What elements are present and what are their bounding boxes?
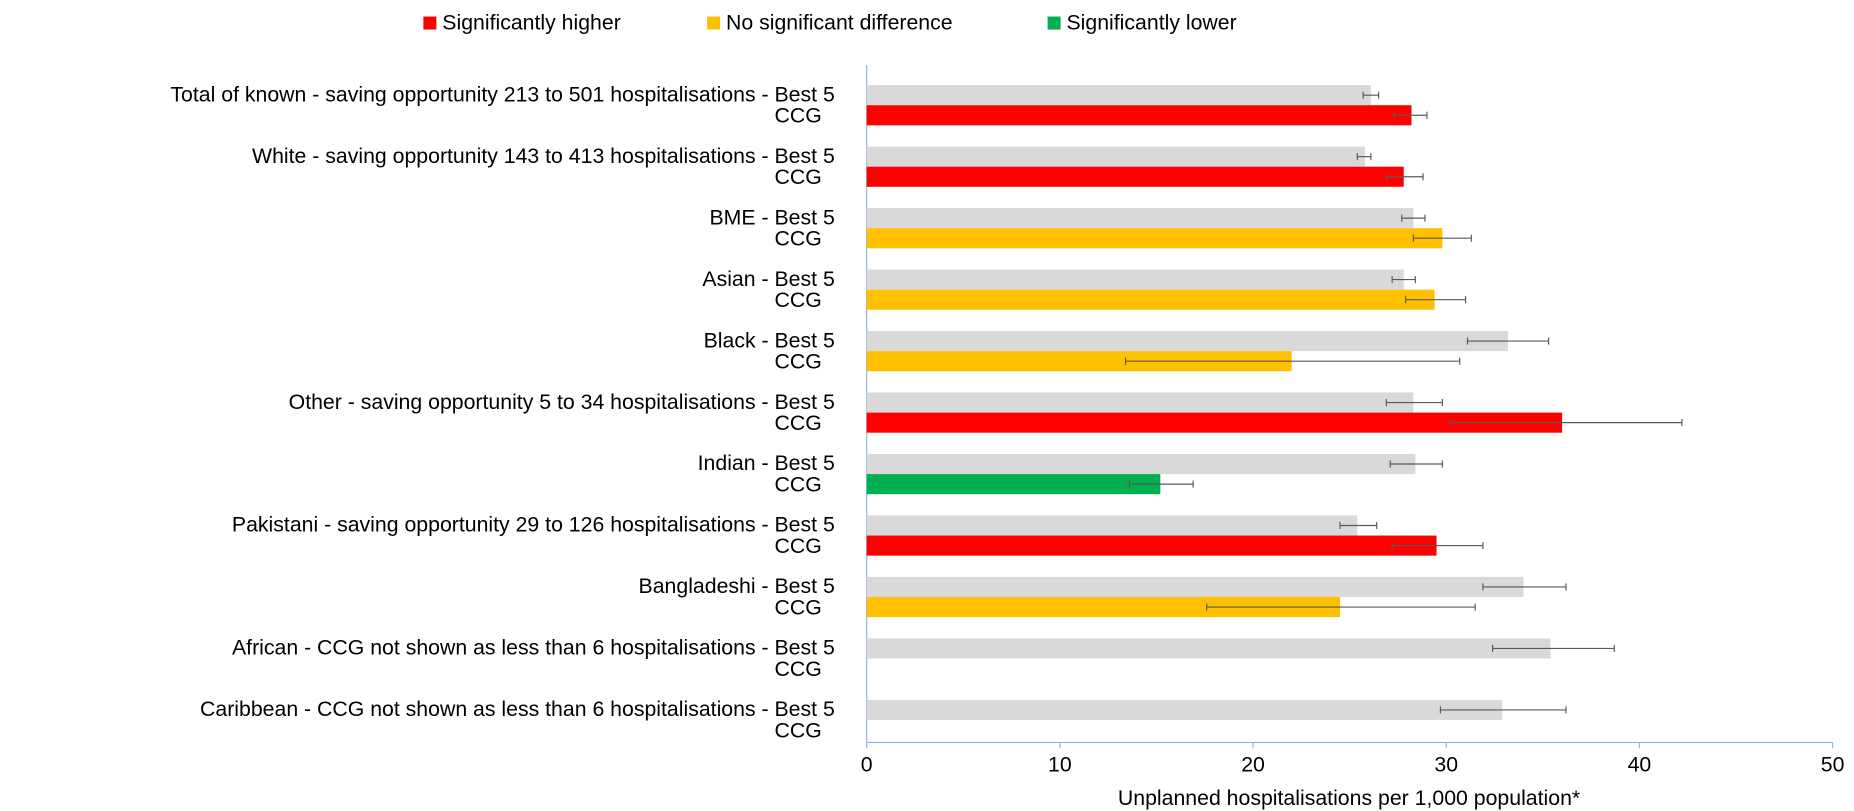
- bar: [866, 85, 1371, 106]
- x-tick-label: 40: [1628, 753, 1652, 777]
- x-tick-label: 50: [1821, 753, 1845, 777]
- x-tick-label: 30: [1434, 753, 1458, 777]
- bar: [866, 453, 1416, 475]
- error-bar: [1356, 153, 1372, 161]
- error-bar: [1362, 91, 1380, 99]
- bar: [866, 331, 1509, 352]
- bar: [866, 166, 1404, 187]
- sub-label: CCG: [775, 595, 822, 619]
- sub-label: CCG: [775, 473, 822, 497]
- legend-swatch: [423, 16, 437, 30]
- error-bar: [1405, 296, 1467, 304]
- error-bar: [1466, 337, 1550, 345]
- error-bar: [1391, 542, 1484, 550]
- bar: [866, 392, 1414, 413]
- x-tick-label: 10: [1048, 753, 1072, 777]
- legend-label: Significantly higher: [442, 10, 621, 34]
- sub-label: CCG: [775, 718, 822, 742]
- sub-label: CCG: [775, 288, 822, 312]
- bar: [866, 412, 1563, 433]
- category-label: Indian - Best 5: [698, 451, 835, 475]
- legend-label: Significantly lower: [1067, 10, 1237, 34]
- category-label: Asian - Best 5: [702, 267, 834, 291]
- category-label: Pakistani - saving opportunity 29 to 126…: [232, 513, 835, 537]
- error-bar: [1482, 583, 1567, 591]
- sub-label: CCG: [775, 165, 822, 189]
- error-bar: [1412, 234, 1472, 242]
- sub-label: CCG: [775, 411, 822, 435]
- error-bar: [1491, 644, 1615, 652]
- x-tick-label: 20: [1241, 753, 1265, 777]
- bar: [866, 351, 1292, 372]
- bar: [866, 576, 1524, 598]
- bar: [866, 289, 1435, 310]
- sub-label: CCG: [775, 534, 822, 558]
- bar: [866, 474, 1161, 495]
- bar: [866, 269, 1404, 290]
- category-label: Black - Best 5: [704, 328, 835, 352]
- legend-swatch: [707, 16, 721, 30]
- sub-label: CCG: [775, 104, 822, 128]
- error-bar: [1128, 480, 1194, 488]
- error-bar: [1206, 603, 1476, 611]
- error-bar: [1385, 398, 1443, 407]
- bar: [866, 597, 1340, 618]
- x-tick-label: 0: [861, 753, 873, 777]
- error-bar: [1401, 214, 1426, 222]
- x-axis-title: Unplanned hospitalisations per 1,000 pop…: [1118, 786, 1580, 810]
- category-label: BME - Best 5: [710, 205, 835, 229]
- error-bar: [1393, 111, 1428, 119]
- error-bar: [1124, 357, 1461, 365]
- category-label: Bangladeshi - Best 5: [639, 574, 835, 598]
- error-bar: [1339, 521, 1378, 530]
- category-label: Caribbean - CCG not shown as less than 6…: [200, 697, 835, 721]
- bar: [866, 699, 1503, 720]
- sub-label: CCG: [775, 350, 822, 374]
- bar: [866, 638, 1551, 659]
- category-label: Total of known - saving opportunity 213 …: [170, 82, 834, 106]
- error-bar: [1449, 419, 1683, 427]
- legend-swatch: [1047, 16, 1061, 30]
- bar: [866, 105, 1412, 126]
- bar: [866, 228, 1443, 249]
- category-label: White - saving opportunity 143 to 413 ho…: [252, 144, 835, 168]
- category-label: African - CCG not shown as less than 6 h…: [232, 636, 835, 660]
- error-bar: [1391, 276, 1416, 284]
- sub-label: CCG: [775, 657, 822, 681]
- bar: [866, 208, 1414, 229]
- bar: [866, 515, 1358, 536]
- sub-label: CCG: [775, 227, 822, 251]
- error-bar: [1389, 460, 1443, 468]
- category-label: Other - saving opportunity 5 to 34 hospi…: [289, 390, 835, 414]
- legend-label: No significant difference: [726, 10, 953, 34]
- error-bar: [1385, 173, 1424, 181]
- bar: [866, 535, 1437, 556]
- bar: [866, 146, 1366, 167]
- error-bar: [1439, 706, 1567, 714]
